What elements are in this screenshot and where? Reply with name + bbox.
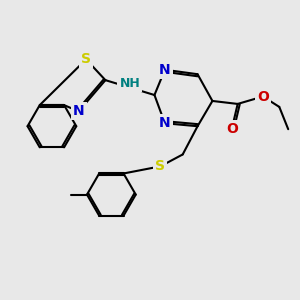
Text: S: S <box>155 159 165 173</box>
Text: O: O <box>257 89 269 103</box>
Text: N: N <box>159 63 171 77</box>
Text: S: S <box>81 52 91 66</box>
Text: NH: NH <box>120 76 140 90</box>
Text: O: O <box>226 122 238 136</box>
Text: N: N <box>159 116 171 130</box>
Text: N: N <box>73 104 85 118</box>
